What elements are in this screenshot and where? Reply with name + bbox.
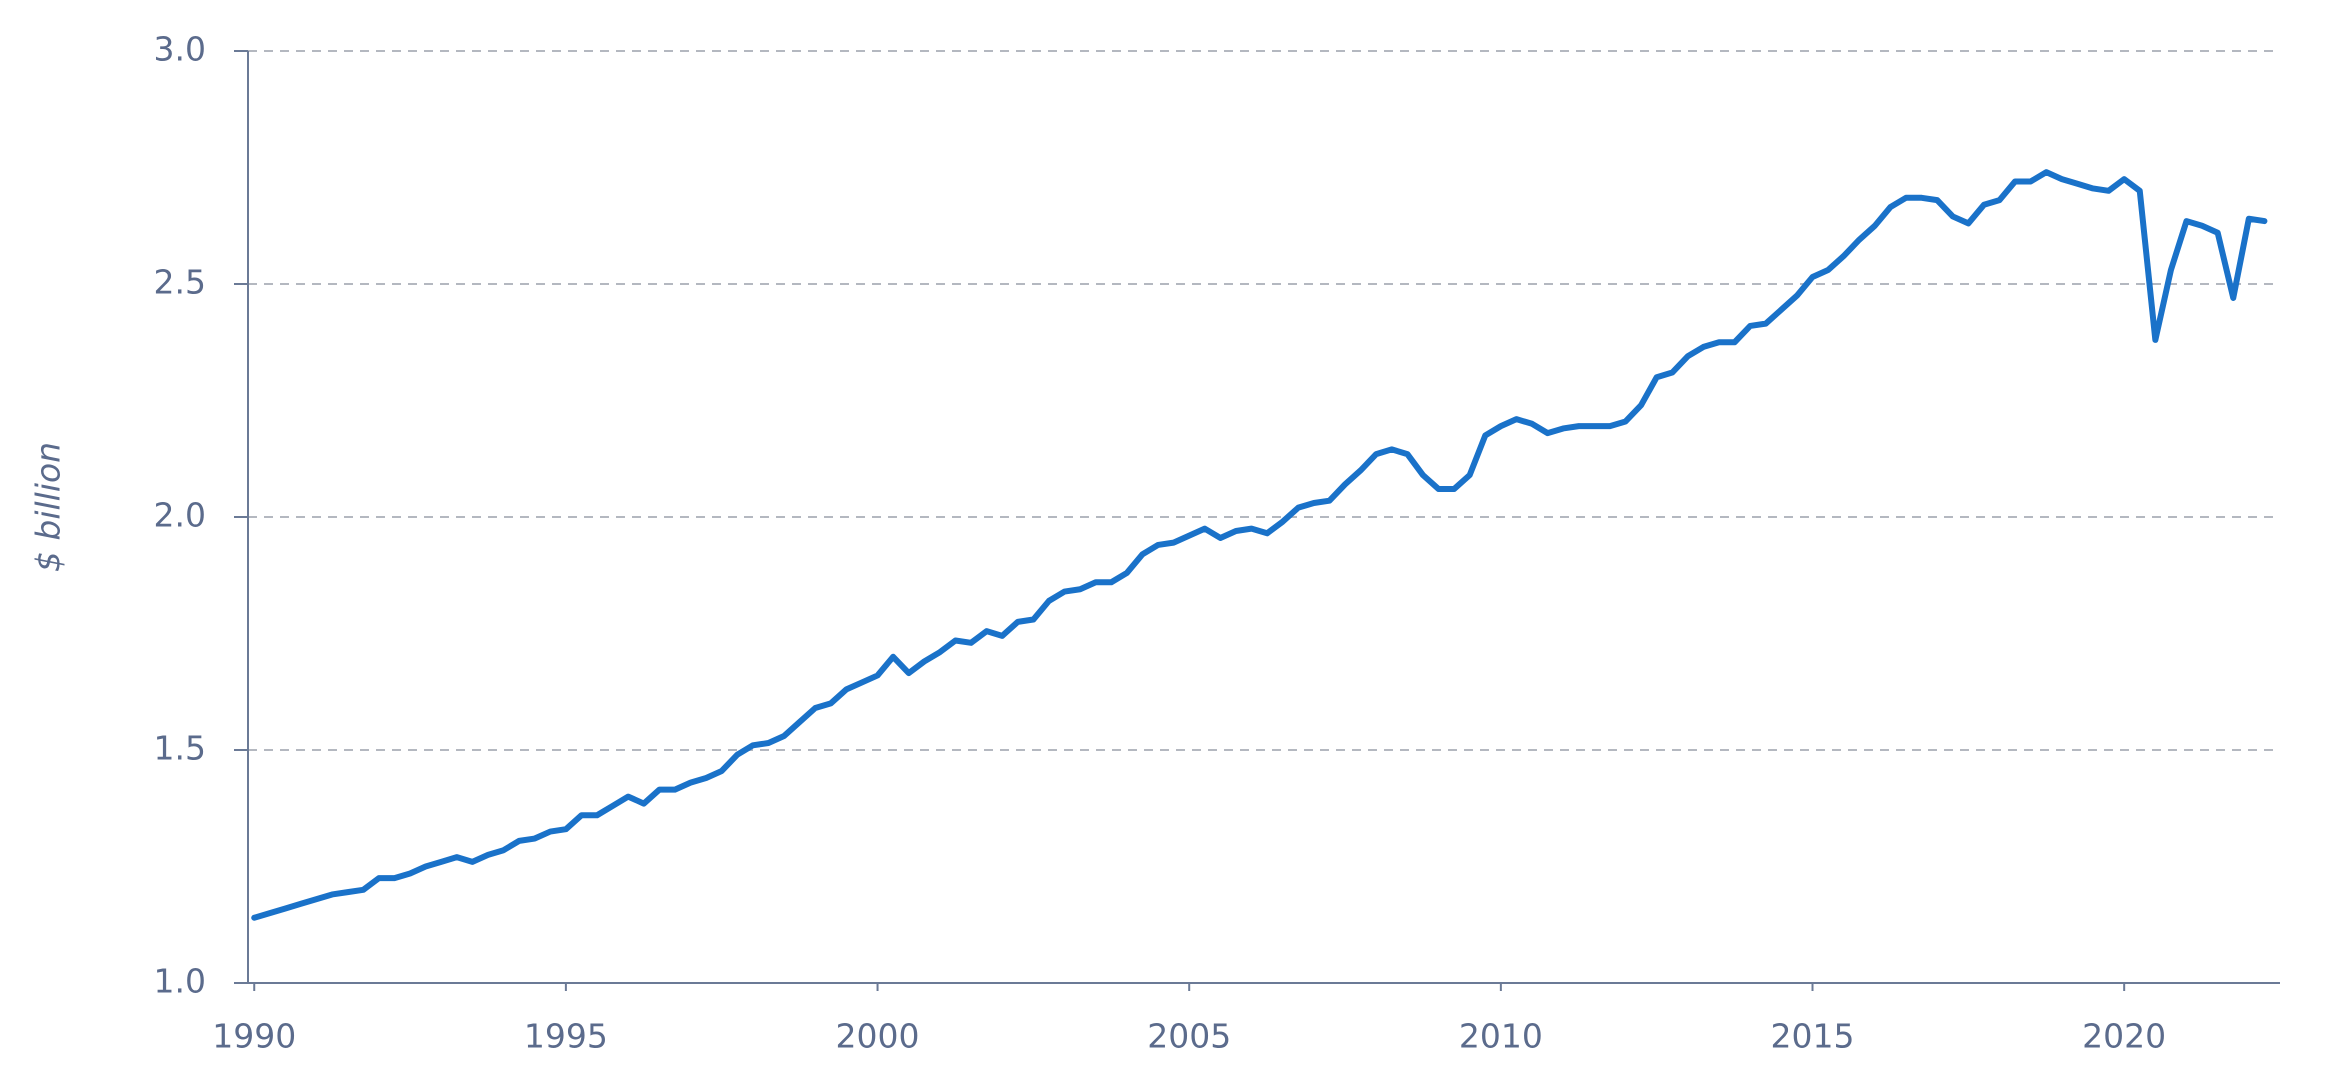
y-tick-label: 1.5 — [154, 729, 206, 768]
x-tick-label: 2020 — [2082, 1017, 2166, 1056]
x-tick-label: 2010 — [1459, 1017, 1543, 1056]
y-tick-label: 2.5 — [154, 263, 206, 302]
x-tick-label: 2000 — [836, 1017, 920, 1056]
x-tick-label: 2015 — [1771, 1017, 1855, 1056]
x-tick-label: 2005 — [1147, 1017, 1231, 1056]
y-tick-label: 3.0 — [154, 30, 206, 69]
x-tick-label: 1995 — [524, 1017, 608, 1056]
y-axis-label: $ billion — [29, 442, 68, 572]
x-tick-label: 1990 — [212, 1017, 296, 1056]
y-tick-label: 1.0 — [154, 962, 206, 1001]
data-line — [251, 169, 2268, 921]
y-tick-label: 2.0 — [154, 496, 206, 535]
